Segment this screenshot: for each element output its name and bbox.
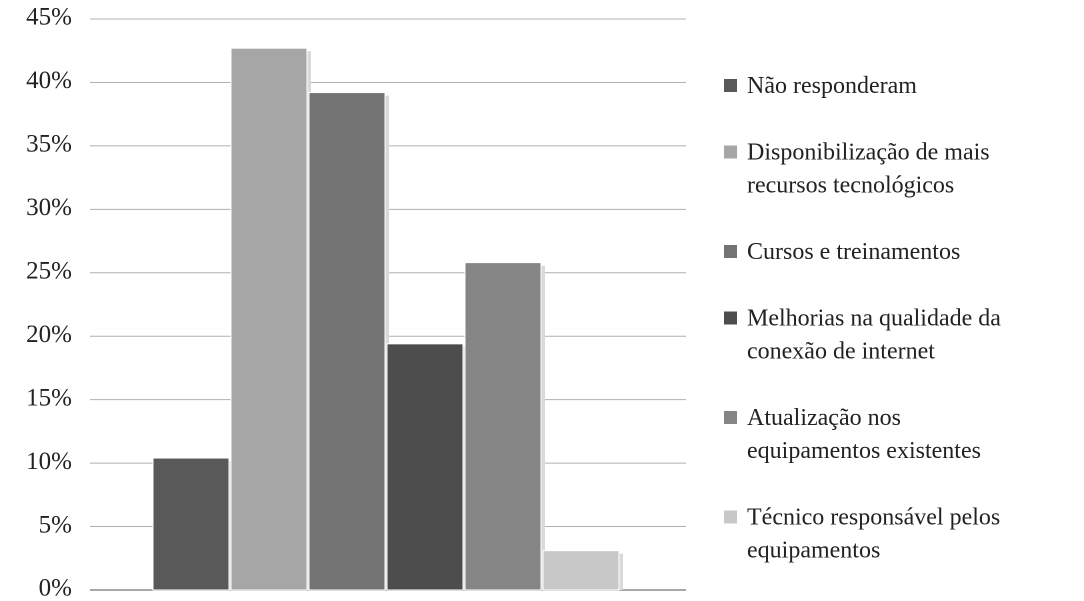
legend-entry: Atualização nos equipamentos existentes — [724, 405, 981, 464]
y-tick-label: 40% — [26, 67, 72, 94]
legend-label: equipamentos existentes — [747, 438, 981, 464]
legend-label: Cursos e treinamentos — [747, 239, 960, 265]
y-tick-label: 25% — [26, 258, 72, 285]
legend-label: Melhorias na qualidade da — [747, 306, 1001, 332]
y-tick-label: 15% — [26, 384, 72, 411]
y-axis-tick-labels: 0% 5% 10% 15% 20% 25% 30% 35% 40% 45% — [26, 4, 72, 601]
legend-label: Atualização nos — [747, 405, 901, 431]
y-tick-label: 0% — [39, 575, 72, 601]
bar — [542, 550, 620, 591]
chart-bars — [152, 47, 623, 591]
bar — [308, 92, 386, 591]
legend-swatch — [724, 510, 737, 524]
y-tick-label: 20% — [26, 321, 72, 348]
legend-label: Disponibilização de mais — [747, 140, 990, 166]
y-tick-label: 10% — [26, 448, 72, 475]
legend-label: Não responderam — [747, 73, 917, 99]
legend-label: equipamentos — [747, 538, 880, 564]
bar — [464, 262, 542, 591]
y-tick-label: 5% — [39, 511, 72, 538]
legend-entry: Melhorias na qualidade da conexão de inte… — [724, 306, 1001, 365]
legend-entry: Técnico responsável pelos equipamentos — [724, 505, 1000, 564]
legend-entry: Cursos e treinamentos — [724, 239, 960, 265]
bar — [152, 457, 230, 591]
bar — [386, 343, 464, 591]
legend-entry: Disponibilização de mais recursos tecnoló… — [724, 140, 990, 199]
legend-swatch — [724, 245, 737, 258]
legend-swatch — [724, 411, 737, 424]
legend-label: recursos tecnológicos — [747, 173, 954, 199]
y-tick-label: 45% — [26, 4, 72, 31]
legend-label: Técnico responsável pelos — [747, 505, 1000, 531]
legend-swatch — [724, 145, 737, 159]
legend-label: conexão de internet — [747, 339, 935, 365]
y-tick-label: 30% — [26, 194, 72, 221]
legend-swatch — [724, 79, 737, 92]
legend-entry: Não responderam — [724, 73, 917, 99]
bar — [230, 47, 308, 591]
legend-swatch — [724, 311, 737, 325]
y-tick-label: 35% — [26, 131, 72, 158]
chart-legend: Não responderam Disponibilização de mais r… — [724, 73, 1001, 564]
